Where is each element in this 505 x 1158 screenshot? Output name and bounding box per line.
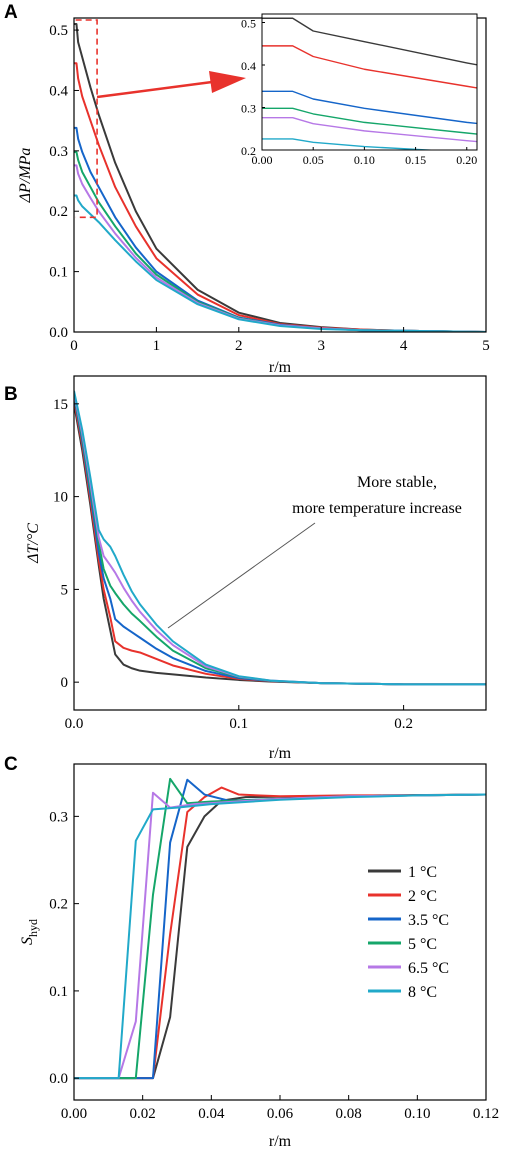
zoom-arrow-head [209, 71, 246, 93]
inset-axis-x-tick-label: 0.20 [456, 153, 477, 167]
panel-b-chart: 0.0 0.1 0.2 0 5 10 15 r/m ΔT/°C More stable, more … [25, 375, 487, 762]
series-line-1 [74, 403, 486, 686]
series-line-8 [74, 390, 486, 686]
series-line-5 [262, 107, 477, 135]
panel-letter-c: C [4, 754, 18, 775]
panel-a-axis-x-tick-label: 2 [235, 338, 243, 354]
panel-b-axis-frame [73, 375, 487, 711]
series-line-8 [262, 138, 441, 150]
series-line-3-5 [74, 396, 486, 686]
panel-c-y-axis-label: Shyd [19, 919, 40, 945]
panel-c-axis-x-tick-label: 0.12 [473, 1106, 499, 1122]
series-line-6-5 [74, 392, 486, 686]
panel-c-axis-x-tick-label: 0.10 [404, 1106, 430, 1122]
panel-c-axis-y-tick-label: 0.1 [49, 984, 68, 1000]
legend-label-2: 2 °C [408, 888, 437, 905]
panel-a-axis-x-tick-label: 3 [317, 338, 325, 354]
annotation-line-1: More stable, [357, 474, 437, 491]
panel-c-axis-frame [73, 763, 487, 1101]
inset-axis-x-tick-label: 0.00 [252, 153, 273, 167]
panel-b-axis-y-tick-label: 10 [53, 490, 68, 506]
legend-label-3-5: 3.5 °C [408, 912, 449, 929]
panel-c-axis-y-tick-label: 0.0 [49, 1071, 68, 1087]
inset-axis-y-tick-label: 0.2 [241, 144, 256, 158]
annotation-leader-line [167, 522, 316, 629]
panel-b-axis-y-tick-label: 5 [61, 582, 69, 598]
panel-letter-a: A [4, 2, 18, 23]
panel-a-axis-y-tick-label: 0.2 [49, 204, 68, 220]
panel-c-axis-x-tick-label: 0.00 [61, 1106, 87, 1122]
panel-b-axis-y-tick-label: 0 [61, 675, 69, 691]
panel-a-axis-y-tick-label: 0.3 [49, 144, 68, 160]
inset-axis-x-tick-label: 0.10 [354, 153, 375, 167]
inset-axis-x-tick-label: 0.05 [303, 153, 324, 167]
series-line-6-5 [262, 117, 477, 143]
inset-axis-y-tick-label: 0.5 [241, 17, 256, 31]
panel-a-axis-x-tick-label: 0 [70, 338, 78, 354]
panel-c-axis-x-tick-label: 0.06 [267, 1106, 294, 1122]
panel-c-axis-x-tick-label: 0.02 [130, 1106, 156, 1122]
panel-c-axis-y-tick-label: 0.2 [49, 897, 68, 913]
annotation-line-2: more temperature increase [292, 500, 462, 517]
series-line-1 [262, 17, 477, 66]
legend-label-5: 5 °C [408, 936, 437, 953]
inset-axis-y-tick-label: 0.4 [241, 59, 256, 73]
panel-b-axis-x-tick-label: 0.0 [65, 716, 84, 732]
series-line-5 [74, 151, 486, 332]
inset-axis-x-tick-label: 0.15 [405, 153, 426, 167]
panel-b-axis-x-tick-label: 0.2 [394, 716, 413, 732]
legend-label-8: 8 °C [408, 984, 437, 1001]
panel-c-axis-x-tick-label: 0.08 [336, 1106, 362, 1122]
zoom-arrow-shaft [96, 80, 213, 99]
panel-c-axis-y-tick-label: 0.3 [49, 809, 68, 825]
inset-axis-frame [261, 13, 478, 151]
panel-b-axis-x-tick-label: 0.1 [229, 716, 248, 732]
legend-label-1: 1 °C [408, 864, 437, 881]
panel-a-axis-y-tick-label: 0.4 [49, 83, 68, 99]
series-line-3-5 [262, 90, 477, 125]
series-line-8 [74, 194, 486, 332]
panel-a-axis-y-tick-label: 0.1 [49, 265, 68, 281]
panel-a-x-axis-label: r/m [269, 359, 292, 376]
panel-c-chart: 0.00 0.02 0.04 0.06 0.08 0.10 0.12 0.0 0.1 0.2 0.3… [19, 763, 499, 1150]
panel-b-x-axis-label: r/m [269, 745, 292, 762]
panel-letter-b: B [4, 384, 18, 405]
panel-a-axis-y-tick-label: 0.5 [49, 23, 68, 39]
series-line-2 [74, 786, 486, 1080]
series-line-2 [262, 45, 477, 89]
panel-a-y-axis-label: ΔP/MPa [17, 148, 34, 204]
series-line-2 [74, 399, 486, 686]
inset-axis-y-tick-label: 0.3 [241, 102, 256, 116]
zoom-region-box [75, 19, 98, 219]
panel-a-axis-x-tick-label: 4 [400, 338, 408, 354]
panel-a-axis-x-tick-label: 5 [482, 338, 490, 354]
panel-c-axis-x-tick-label: 0.04 [198, 1106, 225, 1122]
panel-a-axis-x-tick-label: 1 [153, 338, 161, 354]
panel-c-x-axis-label: r/m [269, 1133, 292, 1150]
legend-label-6-5: 6.5 °C [408, 960, 449, 977]
panel-b-y-axis-label: ΔT/°C [25, 523, 42, 564]
series-line-8 [74, 793, 486, 1080]
panel-a-chart: 0 1 2 3 4 5 0.0 0.1 0.2 0.3 0.4 0.5 r/m ΔP/MPa 0.00 0.0… [17, 13, 490, 376]
panel-b-axis-y-tick-label: 15 [53, 397, 68, 413]
series-line-5 [74, 394, 486, 686]
panel-a-axis-y-tick-label: 0.0 [49, 325, 68, 341]
